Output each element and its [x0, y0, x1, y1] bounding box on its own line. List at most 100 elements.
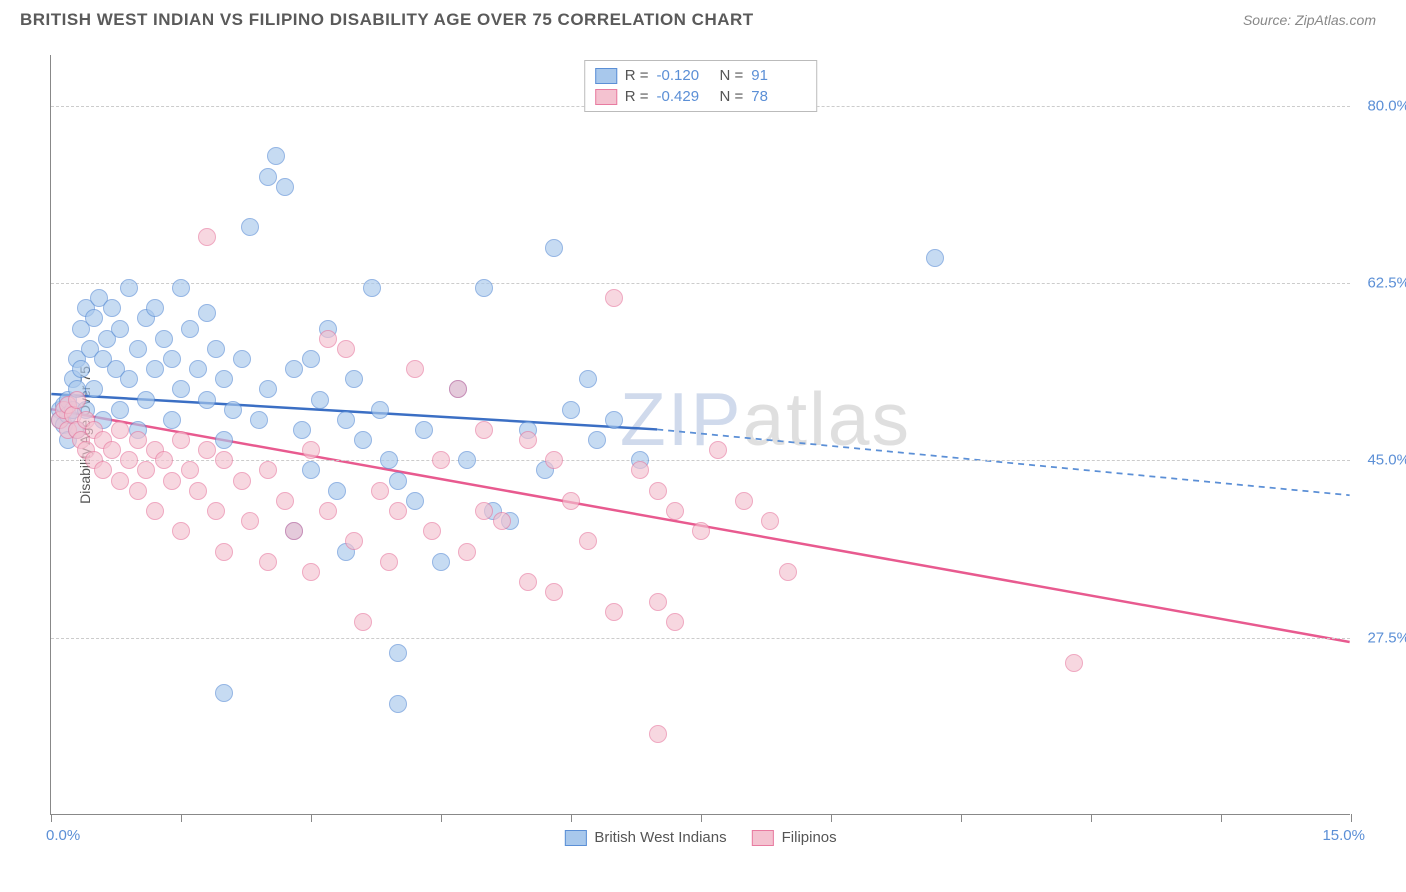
data-point: [293, 421, 311, 439]
data-point: [155, 330, 173, 348]
data-point: [389, 502, 407, 520]
gridline: [51, 460, 1350, 461]
x-axis-max-label: 15.0%: [1322, 827, 1365, 844]
data-point: [345, 532, 363, 550]
data-point: [224, 401, 242, 419]
x-tick: [961, 814, 962, 822]
data-point: [545, 583, 563, 601]
data-point: [163, 472, 181, 490]
data-point: [129, 340, 147, 358]
data-point: [189, 360, 207, 378]
data-point: [207, 502, 225, 520]
data-point: [302, 461, 320, 479]
data-point: [198, 441, 216, 459]
data-point: [389, 644, 407, 662]
data-point: [649, 725, 667, 743]
data-point: [319, 330, 337, 348]
data-point: [545, 239, 563, 257]
data-point: [85, 380, 103, 398]
chart-title: BRITISH WEST INDIAN VS FILIPINO DISABILI…: [20, 10, 754, 30]
data-point: [241, 512, 259, 530]
y-tick-label: 80.0%: [1367, 97, 1406, 114]
data-point: [215, 543, 233, 561]
data-point: [267, 147, 285, 165]
data-point: [579, 532, 597, 550]
data-point: [146, 299, 164, 317]
data-point: [285, 522, 303, 540]
r-label: R =: [625, 88, 649, 105]
data-point: [111, 472, 129, 490]
gridline: [51, 638, 1350, 639]
data-point: [519, 431, 537, 449]
scatter-chart: Disability Age Over 75 ZIPatlas R = -0.1…: [50, 55, 1350, 815]
data-point: [215, 431, 233, 449]
data-point: [172, 522, 190, 540]
data-point: [354, 431, 372, 449]
data-point: [415, 421, 433, 439]
data-point: [605, 289, 623, 307]
data-point: [137, 391, 155, 409]
data-point: [259, 380, 277, 398]
data-point: [181, 461, 199, 479]
data-point: [649, 482, 667, 500]
x-tick: [571, 814, 572, 822]
n-label: N =: [720, 67, 744, 84]
r-value-1: -0.429: [657, 88, 712, 105]
x-tick: [51, 814, 52, 822]
data-point: [311, 391, 329, 409]
data-point: [449, 380, 467, 398]
data-point: [363, 279, 381, 297]
data-point: [103, 299, 121, 317]
data-point: [120, 370, 138, 388]
r-label: R =: [625, 67, 649, 84]
data-point: [68, 391, 86, 409]
x-tick: [181, 814, 182, 822]
data-point: [302, 441, 320, 459]
data-point: [276, 492, 294, 510]
data-point: [215, 370, 233, 388]
data-point: [562, 492, 580, 510]
data-point: [432, 451, 450, 469]
data-point: [588, 431, 606, 449]
data-point: [172, 431, 190, 449]
n-value-0: 91: [751, 67, 806, 84]
data-point: [389, 695, 407, 713]
data-point: [605, 603, 623, 621]
data-point: [406, 360, 424, 378]
data-point: [493, 512, 511, 530]
data-point: [302, 563, 320, 581]
data-point: [259, 553, 277, 571]
data-point: [649, 593, 667, 611]
legend-stats-row-1: R = -0.429 N = 78: [595, 86, 807, 107]
data-point: [233, 350, 251, 368]
data-point: [276, 178, 294, 196]
data-point: [389, 472, 407, 490]
chart-header: BRITISH WEST INDIAN VS FILIPINO DISABILI…: [0, 0, 1406, 35]
x-tick: [441, 814, 442, 822]
swatch-series-1: [595, 89, 617, 105]
data-point: [475, 279, 493, 297]
data-point: [215, 684, 233, 702]
data-point: [111, 401, 129, 419]
data-point: [545, 451, 563, 469]
data-point: [94, 461, 112, 479]
swatch-series-0: [595, 68, 617, 84]
watermark-suffix: atlas: [743, 377, 911, 461]
n-label: N =: [720, 88, 744, 105]
x-tick: [1221, 814, 1222, 822]
data-point: [631, 461, 649, 479]
data-point: [172, 279, 190, 297]
data-point: [233, 472, 251, 490]
watermark: ZIPatlas: [620, 376, 911, 462]
data-point: [605, 411, 623, 429]
data-point: [328, 482, 346, 500]
data-point: [111, 320, 129, 338]
y-tick-label: 27.5%: [1367, 629, 1406, 646]
legend-item-1: Filipinos: [752, 829, 837, 846]
data-point: [302, 350, 320, 368]
data-point: [337, 340, 355, 358]
data-point: [120, 279, 138, 297]
data-point: [423, 522, 441, 540]
data-point: [779, 563, 797, 581]
data-point: [120, 451, 138, 469]
